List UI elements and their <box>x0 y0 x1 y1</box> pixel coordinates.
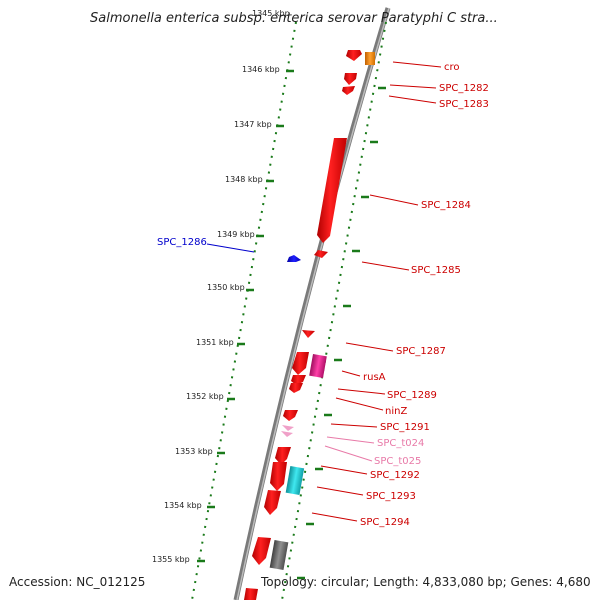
gene-arrow[interactable] <box>292 352 309 375</box>
label-spc-1285[interactable]: SPC_1285 <box>411 265 461 276</box>
genome-summary-text: Topology: circular; Length: 4,833,080 bp… <box>260 575 591 589</box>
gene-labels: cro SPC_1282 SPC_1283 SPC_1284 SPC_1285 … <box>157 62 489 528</box>
tick-label: 1348 kbp <box>225 175 263 184</box>
tick-label: 1354 kbp <box>164 501 202 510</box>
gene-spc-1291[interactable] <box>283 410 298 421</box>
gene-arrow[interactable] <box>244 588 258 600</box>
inner-tick-track <box>281 21 387 600</box>
label-spc-1284[interactable]: SPC_1284 <box>421 200 471 211</box>
outer-tick-track <box>191 21 297 600</box>
tick-label: 1351 kbp <box>196 338 234 347</box>
genome-backbone-highlight <box>236 7 390 600</box>
label-spc-1291[interactable]: SPC_1291 <box>380 422 430 433</box>
inner-major-ticks <box>297 86 386 580</box>
tick-label: 1349 kbp <box>217 230 255 239</box>
tick-label: 1355 kbp <box>152 555 190 564</box>
gene-rusA[interactable] <box>309 353 327 379</box>
gene-arrow[interactable] <box>342 86 355 95</box>
gene-arrow[interactable] <box>289 383 303 393</box>
label-spc-1293[interactable]: SPC_1293 <box>366 491 416 502</box>
gene-spc-1286[interactable] <box>287 255 301 262</box>
label-spc-1292[interactable]: SPC_1292 <box>370 470 420 481</box>
label-spc-1283[interactable]: SPC_1283 <box>439 99 489 110</box>
gene-arrow[interactable] <box>275 447 291 465</box>
gene-spc-1293[interactable] <box>264 490 281 515</box>
tick-label: 1347 kbp <box>234 120 272 129</box>
label-spc-t025[interactable]: SPC_t025 <box>374 456 421 467</box>
gene-arrow[interactable] <box>346 50 362 61</box>
accession-text: Accession: NC_012125 <box>9 575 145 589</box>
tick-label: 1346 kbp <box>242 65 280 74</box>
gene-cro[interactable] <box>365 52 375 65</box>
gene-spc-1285[interactable] <box>314 250 328 258</box>
gene-features <box>244 50 375 600</box>
label-ninZ[interactable]: ninZ <box>385 406 407 417</box>
tick-label: 1353 kbp <box>175 447 213 456</box>
gene-spc-t025[interactable] <box>281 431 293 437</box>
label-cro[interactable]: cro <box>444 62 460 73</box>
outer-major-ticks <box>197 69 294 563</box>
label-spc-t024[interactable]: SPC_t024 <box>377 438 424 449</box>
label-spc-1286[interactable]: SPC_1286 <box>157 237 207 248</box>
label-rusA[interactable]: rusA <box>363 372 386 383</box>
label-spc-1289[interactable]: SPC_1289 <box>387 390 437 401</box>
gene-arrow[interactable] <box>344 73 357 85</box>
tick-labels: 1345 kbp 1346 kbp 1347 kbp 1348 kbp 1349… <box>152 9 290 564</box>
gene-spc-1287[interactable] <box>302 330 315 338</box>
gene-arrow[interactable] <box>291 375 306 385</box>
label-leaders <box>206 61 442 522</box>
gene-spc-t024[interactable] <box>282 425 294 431</box>
label-spc-1287[interactable]: SPC_1287 <box>396 346 446 357</box>
tick-label: 1350 kbp <box>207 283 245 292</box>
gene-arrow[interactable] <box>252 537 271 565</box>
tick-label: 1352 kbp <box>186 392 224 401</box>
gene-spc-1292[interactable] <box>270 462 287 491</box>
label-spc-1282[interactable]: SPC_1282 <box>439 83 489 94</box>
map-title: Salmonella enterica subsp. enterica sero… <box>90 11 498 26</box>
gene-cyan-feature[interactable] <box>285 465 305 496</box>
tick-label: 1345 kbp <box>252 9 290 18</box>
gene-spc-1284[interactable] <box>317 138 347 243</box>
gene-gray-feature[interactable] <box>269 539 289 571</box>
label-spc-1294[interactable]: SPC_1294 <box>360 517 410 528</box>
genome-backbone <box>233 7 391 600</box>
